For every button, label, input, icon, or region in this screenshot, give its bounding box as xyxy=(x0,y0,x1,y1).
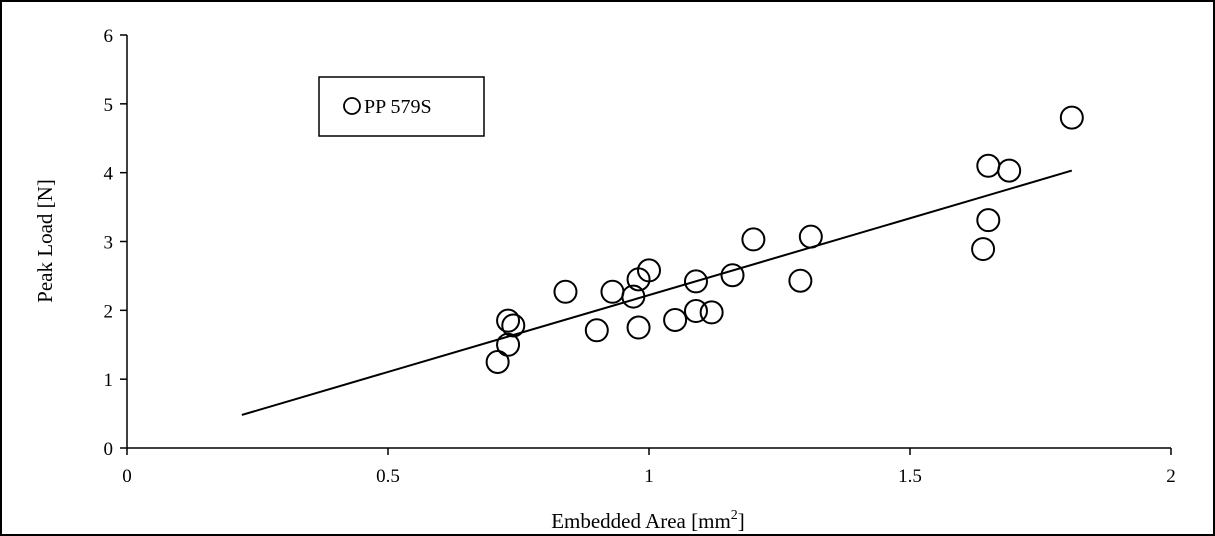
x-axis-title-suffix: ] xyxy=(738,509,745,533)
legend-box xyxy=(318,76,485,137)
y-tick-label: 5 xyxy=(104,95,114,116)
scatter-point xyxy=(976,208,1001,233)
y-tick-label: 0 xyxy=(104,439,114,460)
x-axis-title-main: Embedded Area [mm xyxy=(551,509,731,533)
x-tick-label: 2 xyxy=(1166,466,1176,487)
trendline xyxy=(241,169,1073,416)
scatter-point xyxy=(720,263,745,288)
scatter-point xyxy=(1059,105,1084,130)
scatter-point xyxy=(496,332,521,357)
scatter-point xyxy=(971,237,996,262)
y-ticks: 0 1 2 3 4 5 6 xyxy=(104,26,127,460)
x-tick-label: 1.5 xyxy=(898,466,922,487)
y-tick-label: 1 xyxy=(104,370,114,391)
scatter-point xyxy=(683,269,708,294)
scatter-point xyxy=(637,258,661,283)
scatter-points xyxy=(485,105,1084,374)
scatter-point xyxy=(798,224,823,249)
scatter-point xyxy=(553,279,578,304)
scatter-point xyxy=(496,308,521,333)
scatter-point xyxy=(663,307,688,332)
legend: PP 579S xyxy=(318,76,485,137)
x-tick-label: 0 xyxy=(122,466,132,487)
scatter-point xyxy=(621,284,646,309)
x-axis-title: Embedded Area [mm2] xyxy=(551,508,745,533)
y-tick-label: 4 xyxy=(104,164,114,185)
y-tick-label: 3 xyxy=(104,233,114,254)
y-axis-title: Peak Load [N] xyxy=(33,179,57,303)
scatter-point xyxy=(997,158,1022,183)
x-axis-title-sup: 2 xyxy=(731,508,738,523)
scatter-point xyxy=(699,300,724,325)
scatter-point xyxy=(626,315,651,340)
scatter-point xyxy=(584,318,609,343)
scatter-point xyxy=(741,227,766,252)
x-tick-label: 0.5 xyxy=(376,466,400,487)
scatter-point xyxy=(788,268,813,293)
x-tick-label: 1 xyxy=(644,466,654,487)
x-ticks: 0 0.5 1 1.5 2 xyxy=(122,448,1176,487)
legend-label: PP 579S xyxy=(364,96,432,118)
scatter-point xyxy=(485,349,510,374)
legend-marker xyxy=(343,97,361,115)
scatter-point xyxy=(683,299,708,324)
y-tick-label: 2 xyxy=(104,301,114,322)
y-tick-label: 6 xyxy=(104,26,114,47)
scatter-point xyxy=(501,313,526,338)
